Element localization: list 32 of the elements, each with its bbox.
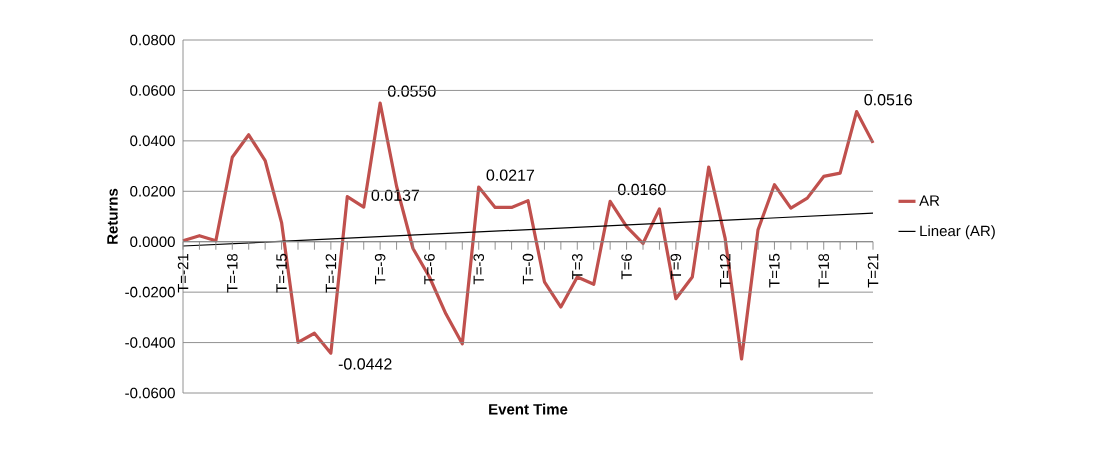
x-tick-label: T=18 xyxy=(818,253,830,288)
data-label: 0.0160 xyxy=(617,183,666,196)
legend-label: Linear (AR) xyxy=(920,225,995,240)
x-tick-label: T=-6 xyxy=(424,253,435,285)
x-tick-label: T=-12 xyxy=(325,253,337,293)
y-tick-label: 0.0000 xyxy=(130,236,175,248)
y-tick-label: 0.0600 xyxy=(130,85,175,96)
x-tick-label: T=-15 xyxy=(276,253,287,293)
data-label: -0.0442 xyxy=(338,358,392,370)
x-tick-label: T=-18 xyxy=(226,253,238,293)
x-tick-label: T=-9 xyxy=(374,253,386,285)
y-tick-label: 0.0400 xyxy=(130,135,175,147)
x-tick-label: T=6 xyxy=(621,253,632,280)
y-tick-label: -0.0200 xyxy=(125,286,175,298)
y-tick-label: -0.0400 xyxy=(125,337,175,348)
x-tick-label: T=3 xyxy=(571,253,583,280)
data-label: 0.0217 xyxy=(486,169,535,181)
x-tick-label: T=15 xyxy=(769,253,780,288)
y-tick-label: 0.0200 xyxy=(130,185,175,197)
x-tick-label: T=-0 xyxy=(522,253,534,285)
x-tick-label: T=-3 xyxy=(473,253,485,285)
x-tick-label: T=12 xyxy=(719,253,731,288)
y-tick-label: -0.0600 xyxy=(125,387,175,399)
y-axis-title: Returns xyxy=(107,188,118,244)
legend-label: AR xyxy=(919,195,940,206)
x-tick-label: T=21 xyxy=(867,253,879,288)
data-label: 0.0516 xyxy=(864,94,913,106)
x-tick-label: T=9 xyxy=(670,253,682,280)
x-axis-title: Event Time xyxy=(489,403,568,415)
x-tick-label: T=-21 xyxy=(177,253,189,293)
y-tick-label: 0.0800 xyxy=(130,34,175,46)
data-label: 0.0550 xyxy=(387,85,436,97)
